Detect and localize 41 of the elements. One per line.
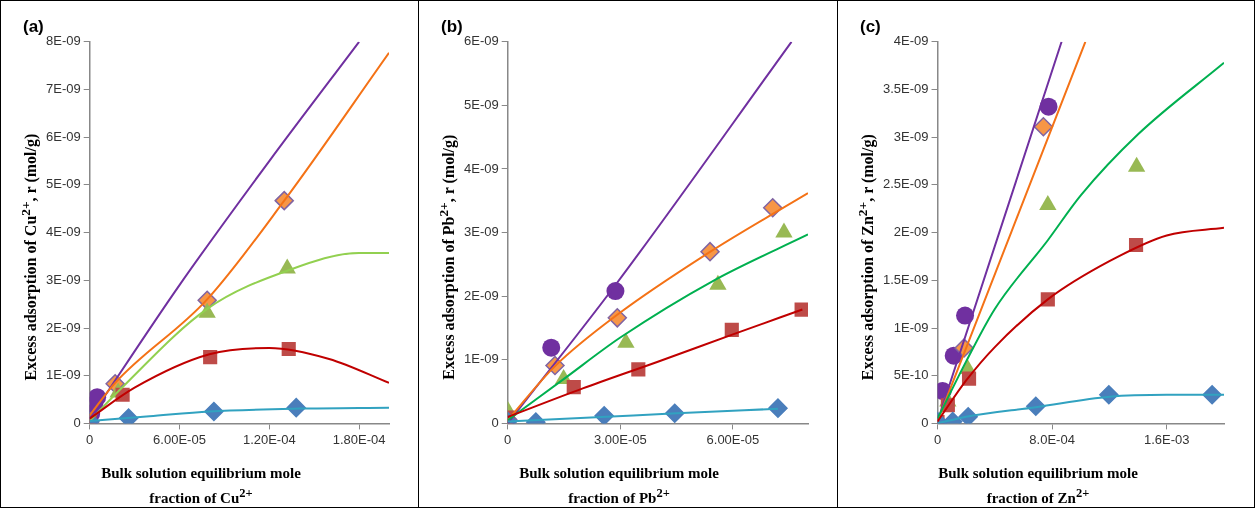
y-tick-label: 2E-09	[45, 319, 81, 335]
y-tick-label: 4E-09	[45, 224, 81, 240]
x-axis-title: Bulk solution equilibrium mole fraction of Pb$^{2+}$	[518, 464, 720, 508]
y-tick-label: 2.5E-09	[882, 176, 929, 192]
x-tick-label: 0	[504, 431, 512, 447]
y-tick-label: 3.5E-09	[882, 81, 929, 97]
y-tick-label: 2E-09	[893, 224, 929, 240]
x-tick-label: 0	[933, 431, 942, 447]
y-tick-label: 1.5E-09	[882, 271, 929, 287]
y-tick-label: 3E-09	[463, 224, 499, 240]
x-axis-title: Bulk solution equilibrium mole fraction of Zn$^{2+}$	[937, 464, 1139, 508]
y-tick-label: 5E-09	[45, 176, 81, 192]
y-tick-label: 6E-09	[463, 33, 499, 49]
x-tick-label: 1.6E-03	[1143, 431, 1190, 447]
x-axis-title: Bulk solution equilibrium mole fraction of Cu$^{2+}$	[100, 464, 302, 508]
chart-title: (a)	[23, 17, 44, 37]
y-tick-label: 1E-09	[45, 367, 81, 383]
y-tick-label: 3E-09	[893, 128, 929, 144]
y-tick-label: 1E-09	[463, 351, 499, 367]
y-tick-label: 5E-09	[463, 96, 499, 112]
y-tick-label: 4E-09	[893, 33, 929, 49]
y-tick-label: 2E-09	[463, 287, 499, 303]
y-tick-label: 4E-09	[463, 160, 499, 176]
y-tick-label: 1E-09	[893, 319, 929, 335]
x-tick-label: 6.00E-05	[706, 431, 760, 447]
y-tick-label: 0	[73, 414, 81, 430]
y-tick-label: 8E-09	[45, 33, 81, 49]
chart-title: (b)	[441, 17, 463, 37]
y-tick-label: 0	[921, 414, 929, 430]
x-tick-label: 1.80E-04	[332, 431, 386, 447]
y-tick-label: 0	[491, 414, 499, 430]
y-tick-label: 3E-09	[45, 271, 81, 287]
x-tick-label: 6.00E-05	[153, 431, 206, 447]
y-tick-label: 7E-09	[45, 81, 81, 97]
chart-title: (c)	[860, 17, 881, 37]
y-tick-label: 5E-10	[893, 367, 929, 383]
x-tick-label: 8.0E-04	[1029, 431, 1075, 447]
x-tick-label: 0	[86, 431, 94, 447]
x-tick-label: 1.20E-04	[242, 431, 296, 447]
x-tick-label: 3.00E-05	[593, 431, 647, 447]
y-tick-label: 6E-09	[45, 128, 81, 144]
